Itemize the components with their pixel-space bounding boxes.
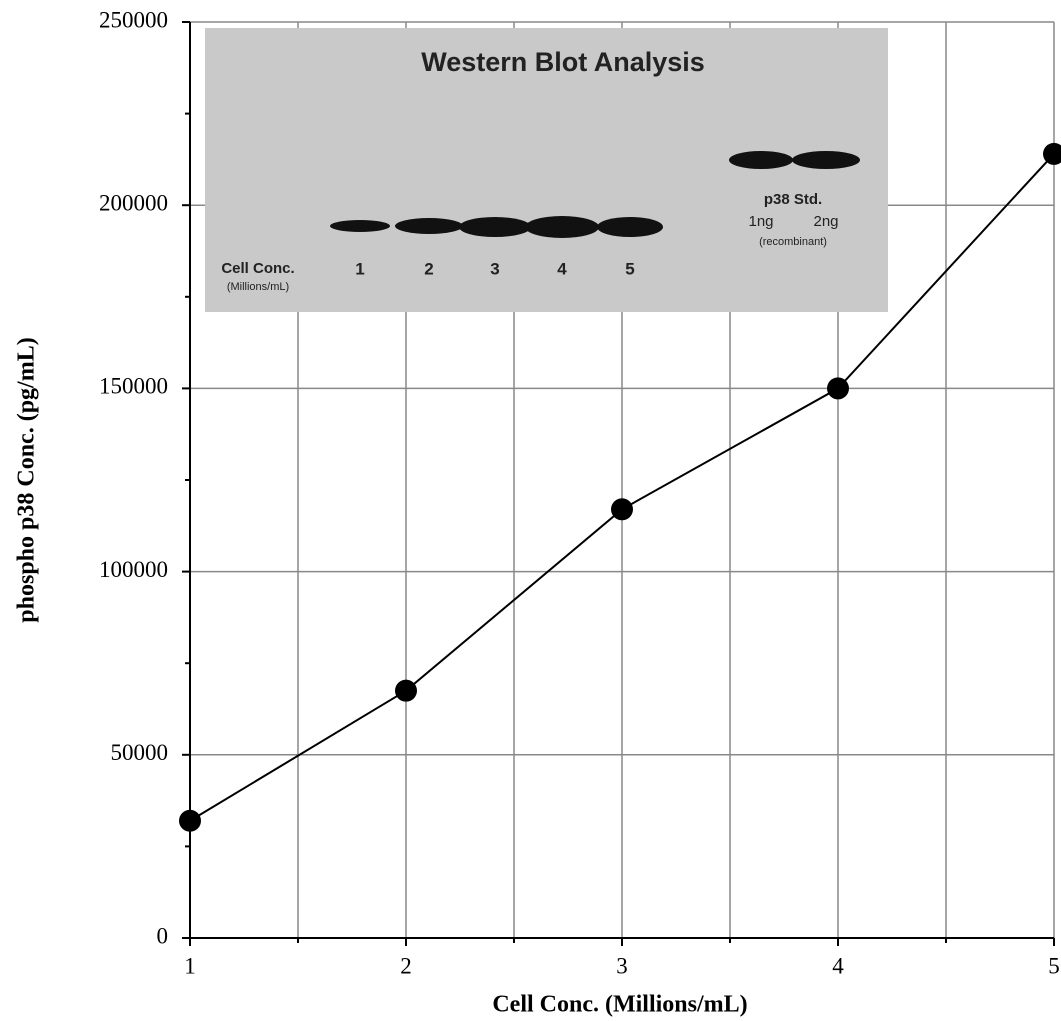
- band: [729, 151, 793, 169]
- band: [597, 217, 663, 237]
- band: [459, 217, 531, 237]
- lane-number: 4: [557, 259, 567, 278]
- inset-title: Western Blot Analysis: [421, 47, 705, 77]
- std-lane: 1ng: [748, 213, 773, 230]
- data-point: [179, 810, 201, 832]
- band: [395, 218, 463, 234]
- x-tick-label: 1: [184, 953, 196, 978]
- std-lane: 2ng: [813, 213, 838, 230]
- std-note: (recombinant): [759, 236, 827, 248]
- x-axis-label: Cell Conc. (Millions/mL): [492, 992, 747, 1018]
- y-tick-label: 200000: [99, 190, 168, 215]
- y-axis-label: phospho p38 Conc. (pg/mL): [14, 337, 40, 622]
- x-tick-label: 3: [616, 953, 628, 978]
- data-point: [827, 377, 849, 399]
- western-blot-inset: Western Blot Analysis Cell Conc. (Millio…: [205, 28, 888, 312]
- lane-number: 5: [625, 259, 634, 278]
- data-point: [395, 680, 417, 702]
- y-tick-label: 150000: [99, 374, 168, 399]
- band: [330, 220, 390, 232]
- y-tick-label: 250000: [99, 7, 168, 32]
- lane-unit: (Millions/mL): [227, 281, 289, 293]
- band: [525, 216, 599, 238]
- lane-label: Cell Conc.: [221, 260, 294, 277]
- lane-number: 1: [355, 259, 364, 278]
- x-tick-label: 4: [832, 953, 844, 978]
- x-tick-label: 5: [1048, 953, 1060, 978]
- band: [792, 151, 860, 169]
- x-tick-label: 2: [400, 953, 412, 978]
- y-tick-label: 100000: [99, 557, 168, 582]
- std-label: p38 Std.: [764, 191, 822, 208]
- chart: Western Blot Analysis Cell Conc. (Millio…: [0, 0, 1061, 1021]
- lane-number: 3: [490, 259, 499, 278]
- lane-number: 2: [424, 259, 433, 278]
- y-tick-label: 0: [157, 923, 169, 948]
- y-tick-label: 50000: [111, 740, 169, 765]
- data-point: [611, 498, 633, 520]
